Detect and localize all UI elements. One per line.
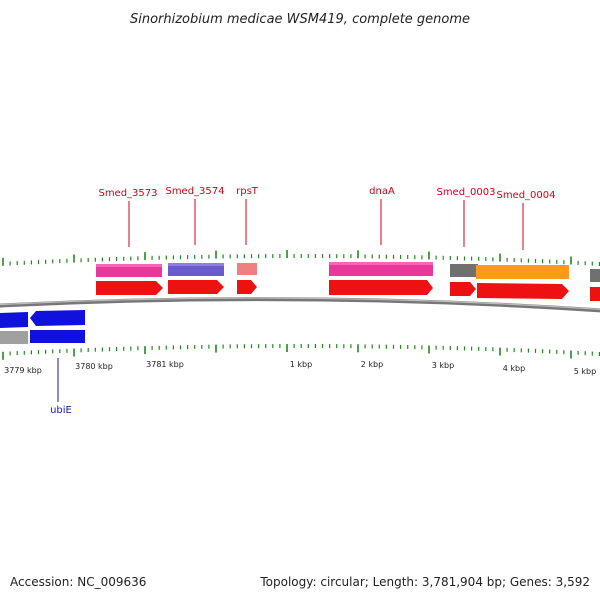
gene-labels: Smed_3573 Smed_3574 rpsT dnaA Smed_0003 … [50, 186, 555, 416]
gene-block-left-edge [0, 331, 28, 344]
cds-arrow-Smed_0003 [450, 282, 476, 296]
gene-label[interactable]: rpsT [236, 186, 259, 197]
map-title: Sinorhizobium medicae WSM419, complete g… [130, 12, 470, 27]
gene-block-rpsT [237, 263, 257, 275]
gene-label[interactable]: Smed_3574 [165, 186, 224, 197]
cds-arrow-Smed_0004 [477, 283, 569, 299]
cds-arrow-Smed_3574 [168, 280, 224, 294]
gene-block-Smed_3573 [96, 264, 162, 277]
gene-block-Smed_0003 [450, 264, 478, 277]
tick-labels: 3779 kbp 3780 kbp 3781 kbp 1 kbp 2 kbp 3… [4, 360, 596, 376]
gene-label[interactable]: Smed_0003 [436, 187, 495, 198]
cds-arrow-Smed_3573 [96, 281, 163, 295]
gene-block-partial [590, 269, 600, 282]
cds-arrow-left-edge [0, 312, 28, 328]
genome-backbone [0, 297, 600, 313]
cds-arrow-rpsT [237, 280, 257, 294]
tick-label: 3781 kbp [146, 360, 184, 369]
cds-arrow-ubiE [30, 310, 85, 326]
tick-label: 4 kbp [503, 364, 525, 373]
tick-label: 3 kbp [432, 361, 454, 370]
gene-block-Smed_0004 [476, 265, 569, 279]
gene-label[interactable]: Smed_3573 [98, 188, 157, 199]
forward-cds-track [96, 280, 600, 301]
tick-label: 1 kbp [290, 360, 312, 369]
accession-text: Accession: NC_009636 [10, 575, 147, 589]
genome-backbone-highlight [0, 297, 600, 310]
cds-arrow-dnaA [329, 280, 433, 295]
tick-label: 3779 kbp [4, 366, 42, 375]
gene-block-Smed_3574 [168, 263, 224, 276]
tick-label: 3780 kbp [75, 362, 113, 371]
tick-label: 2 kbp [361, 360, 383, 369]
gene-block-ubiE [30, 330, 85, 343]
topology-text: Topology: circular; Length: 3,781,904 bp… [260, 575, 590, 589]
cds-arrow-partial [590, 287, 600, 301]
gene-label[interactable]: Smed_0004 [496, 190, 555, 201]
gene-label[interactable]: dnaA [369, 186, 395, 197]
tick-label: 5 kbp [574, 367, 596, 376]
category-track [96, 262, 600, 282]
gene-label[interactable]: ubiE [50, 405, 72, 416]
inner-tick-ring [2, 344, 600, 360]
gene-block-dnaA [329, 262, 433, 276]
reverse-cds-track [0, 310, 85, 344]
outer-tick-ring [2, 250, 600, 266]
